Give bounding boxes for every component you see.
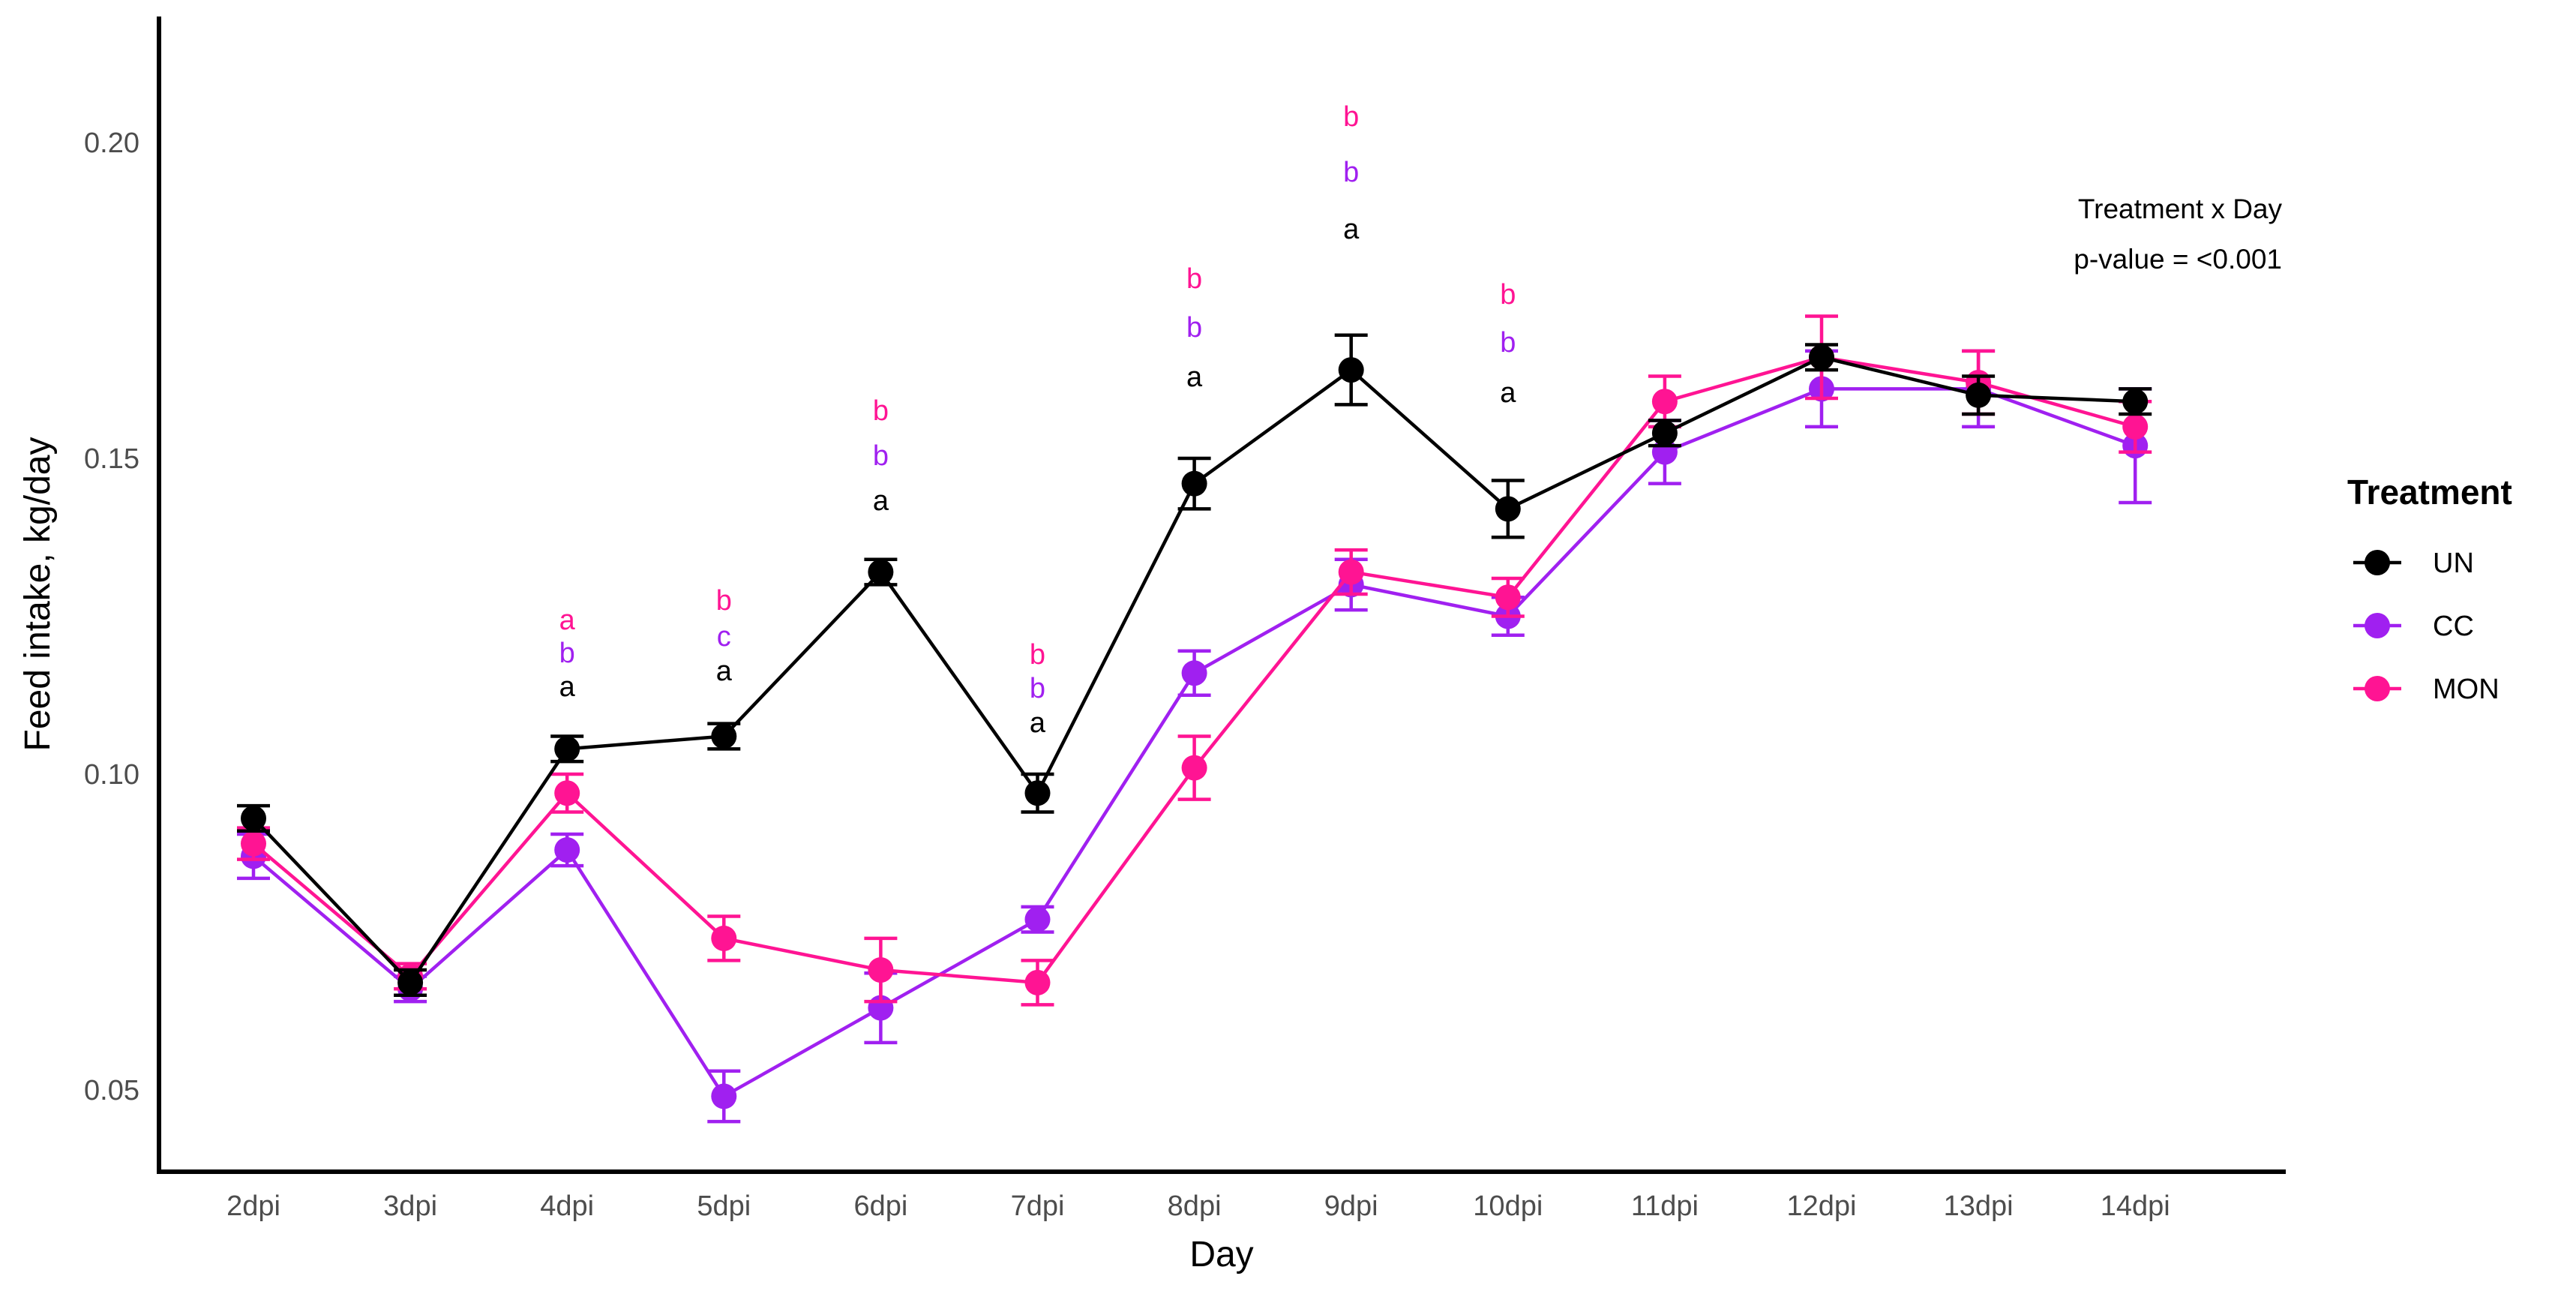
significance-letter: b [559, 638, 575, 669]
data-point [1024, 780, 1051, 806]
x-tick-label: 5dpi [697, 1190, 751, 1222]
significance-letter: b [1030, 639, 1045, 671]
data-point [1338, 559, 1364, 585]
y-tick-labels: 0.05 0.10 0.15 0.20 [84, 128, 139, 1106]
y-tick-label: 0.05 [84, 1075, 139, 1106]
data-point [711, 723, 737, 749]
data-point [2122, 413, 2149, 440]
data-point [2122, 389, 2149, 415]
significance-letter: b [1186, 312, 1202, 344]
y-tick-label: 0.10 [84, 759, 139, 791]
data-point [711, 925, 737, 951]
x-tick-label: 9dpi [1324, 1190, 1378, 1222]
data-point [1181, 470, 1207, 497]
data-point [868, 559, 894, 585]
y-tick-label: 0.20 [84, 128, 139, 159]
significance-letter: b [1500, 279, 1516, 311]
x-tick-label: 7dpi [1011, 1190, 1065, 1222]
x-tick-label: 11dpi [1631, 1190, 1699, 1222]
data-point [241, 830, 266, 857]
legend-label: UN [2433, 548, 2474, 579]
axes [157, 17, 2286, 1174]
legend-label: CC [2433, 611, 2474, 642]
significance-letter: a [1343, 214, 1360, 245]
legend-label: MON [2433, 674, 2500, 705]
data-point [1651, 389, 1678, 415]
legend: Treatment UN CC MON [2347, 473, 2512, 705]
significance-letter: b [1186, 263, 1202, 295]
legend-key-point [2365, 550, 2390, 575]
significance-letter: a [559, 671, 576, 703]
significance-letter: b [716, 585, 732, 617]
significance-letter: a [716, 656, 733, 687]
x-tick-label: 12dpi [1787, 1190, 1857, 1222]
x-tick-label: 13dpi [1944, 1190, 2014, 1222]
legend-item-mon: MON [2353, 674, 2500, 705]
data-point [868, 957, 894, 983]
data-point [711, 1083, 737, 1109]
legend-key-point [2365, 613, 2390, 638]
significance-letter: a [873, 485, 889, 517]
x-tick-label: 2dpi [226, 1190, 280, 1222]
data-point [1181, 755, 1207, 781]
significance-letter: b [873, 440, 889, 472]
y-tick-label: 0.15 [84, 443, 139, 475]
legend-title: Treatment [2347, 473, 2512, 512]
data-point [554, 837, 580, 863]
x-tick-label: 4dpi [540, 1190, 594, 1222]
data-point [554, 736, 580, 762]
data-point [1024, 969, 1051, 995]
significance-letter: a [1030, 707, 1046, 739]
significance-letter: b [1500, 327, 1516, 359]
significance-letter: c [717, 621, 731, 653]
data-point [1495, 584, 1521, 611]
significance-letter: b [1030, 673, 1045, 704]
annotation-line-2: p-value = <0.001 [2074, 244, 2282, 275]
legend-item-un: UN [2353, 548, 2474, 579]
significance-letter: b [1343, 157, 1359, 188]
data-point [397, 969, 424, 995]
significance-letter: a [1500, 377, 1516, 409]
series-un [237, 333, 2152, 997]
significance-letter: b [873, 395, 889, 427]
significance-letter: a [1186, 362, 1203, 393]
x-axis-title: Day [1189, 1235, 1253, 1274]
data-point [1651, 420, 1678, 446]
legend-key-point [2365, 676, 2390, 701]
x-tick-label: 6dpi [853, 1190, 907, 1222]
x-tick-label: 3dpi [383, 1190, 437, 1222]
data-point [1181, 660, 1207, 686]
data-point [1495, 496, 1521, 522]
legend-item-cc: CC [2353, 611, 2474, 642]
y-axis-title: Feed intake, kg/day [18, 437, 58, 752]
stats-annotation: Treatment x Day p-value = <0.001 [2074, 194, 2282, 275]
x-tick-labels: 2dpi 3dpi 4dpi 5dpi 6dpi 7dpi 8dpi 9dpi 10dpi 11d… [226, 1190, 2170, 1222]
x-tick-label: 8dpi [1168, 1190, 1222, 1222]
data-point [1966, 382, 1992, 408]
data-point [554, 780, 580, 806]
x-tick-label: 14dpi [2101, 1190, 2170, 1222]
series-layer [237, 314, 2152, 1124]
data-point [1809, 344, 1834, 371]
data-point [1338, 357, 1364, 383]
data-point [241, 805, 266, 831]
significance-letter: b [1343, 101, 1359, 133]
annotation-line-1: Treatment x Day [2078, 194, 2283, 224]
significance-letter: a [559, 605, 576, 636]
x-tick-label: 10dpi [1473, 1190, 1543, 1222]
data-point [1024, 906, 1051, 932]
